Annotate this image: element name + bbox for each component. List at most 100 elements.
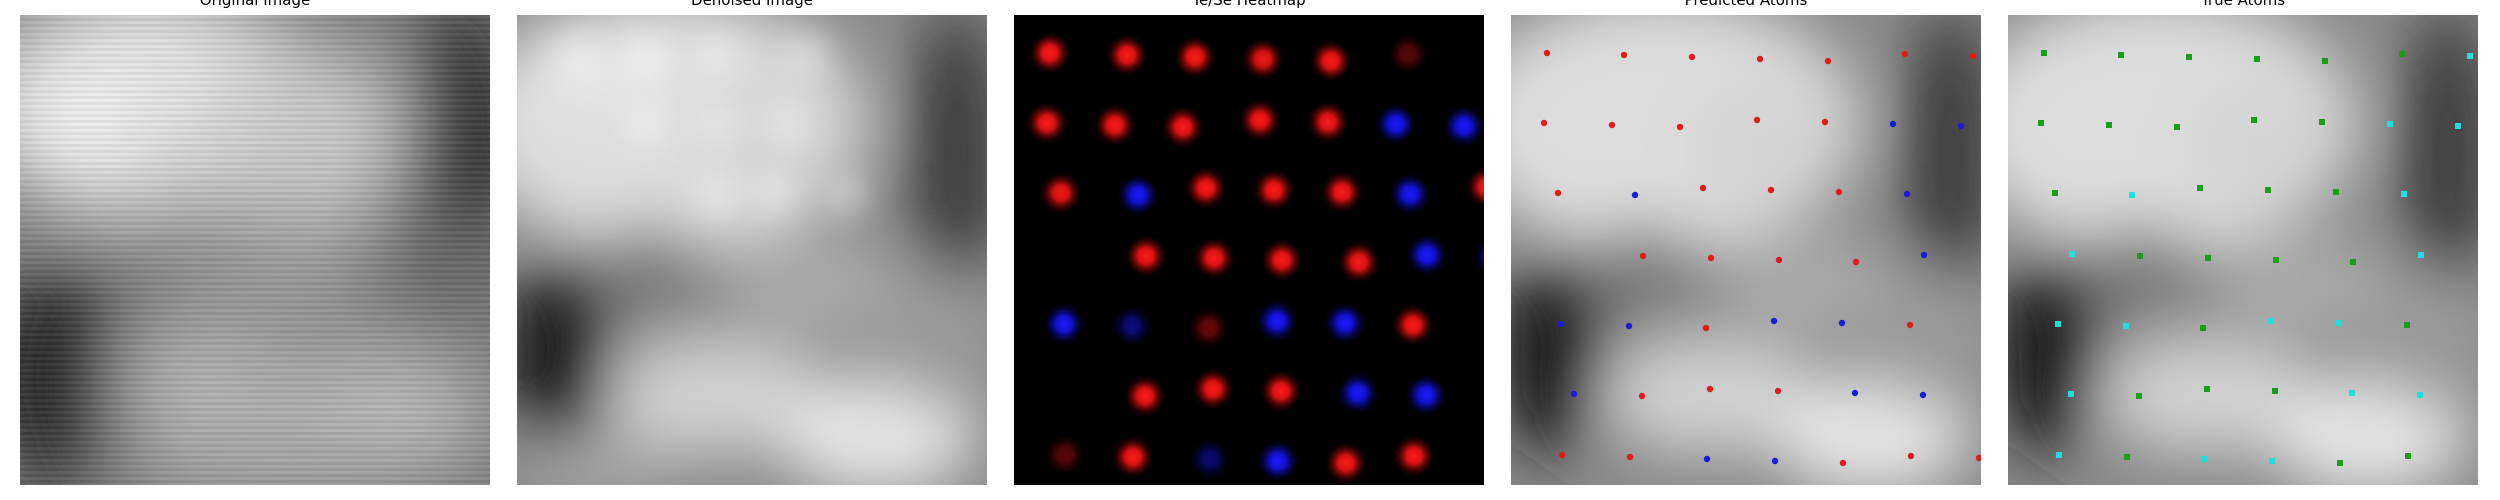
predicted-te-atom	[1907, 452, 1915, 460]
true-atom-green	[2205, 255, 2211, 261]
te-heat-spot	[1173, 35, 1217, 79]
te-heat-spot	[1309, 39, 1353, 83]
te-heat-spot	[1241, 37, 1285, 81]
predicted-te-atom	[1558, 451, 1566, 459]
predicted-atom-markers	[1540, 49, 1981, 467]
heatmap-image	[1014, 15, 1484, 485]
true-atom-cyan	[2268, 318, 2274, 324]
true-atom-cyan	[2336, 320, 2342, 326]
true-atom-cyan	[2056, 452, 2062, 458]
true-atom-green	[2254, 56, 2260, 62]
panel-title-predicted: Predicted Atoms	[1684, 0, 1808, 9]
true-atom-green	[2350, 259, 2356, 265]
predicted-se-atom	[1838, 319, 1846, 327]
predicted-te-atom	[1775, 256, 1783, 264]
true-atom-green	[2052, 190, 2058, 196]
se-heat-spot	[1442, 104, 1484, 148]
te-heat-spot	[1187, 306, 1231, 350]
te-heat-spot	[1252, 168, 1296, 212]
te-heat-spot	[1259, 369, 1303, 413]
true-atom-cyan	[2201, 456, 2207, 462]
true-atom-cyan	[2455, 123, 2461, 129]
predicted-te-atom	[1699, 184, 1707, 192]
true-atom-green	[2251, 117, 2257, 123]
te-heat-spot	[1192, 236, 1236, 280]
true-atom-green	[2265, 187, 2271, 193]
predicted-te-atom	[1901, 50, 1909, 58]
true-atom-green	[2322, 58, 2328, 64]
predicted-se-atom	[1920, 251, 1928, 259]
se-heat-spot	[1188, 437, 1232, 481]
true-atom-markers	[2038, 50, 2473, 466]
predicted-se-atom	[1919, 391, 1927, 399]
predicted-te-atom	[1702, 324, 1710, 332]
se-heat-spot	[1404, 373, 1448, 417]
true-atom-green	[2204, 386, 2210, 392]
se-heat-spot	[1116, 173, 1160, 217]
true-atom-cyan	[2401, 191, 2407, 197]
te-heat-spot	[1337, 240, 1381, 284]
predicted-te-atom	[1540, 119, 1548, 127]
predicted-te-atom	[1626, 453, 1634, 461]
predicted-te-atom	[1620, 51, 1628, 59]
true-atom-green	[2106, 122, 2112, 128]
te-heat-spot	[1306, 100, 1350, 144]
predicted-se-atom	[1570, 390, 1578, 398]
te-heat-spot	[1025, 101, 1069, 145]
true-atom-cyan	[2418, 252, 2424, 258]
te-heat-spot	[1392, 434, 1436, 478]
true-atom-cyan	[2417, 392, 2423, 398]
predicted-te-atom	[1608, 121, 1616, 129]
te-heat-spot	[1124, 234, 1168, 278]
predicted-te-atom	[1975, 454, 1981, 462]
panel-title-original: Original Image	[199, 0, 311, 9]
predicted-te-atom	[1756, 55, 1764, 63]
true-atom-cyan	[2129, 192, 2135, 198]
true-atom-cyan	[2467, 53, 2473, 59]
te-heat-spot	[1123, 374, 1167, 418]
se-heat-spot	[1255, 299, 1299, 343]
true-atom-green	[2319, 119, 2325, 125]
true-atom-green	[2174, 124, 2180, 130]
true-atom-cyan	[2123, 323, 2129, 329]
predicted-te-atom	[1753, 116, 1761, 124]
te-heat-spot	[1191, 367, 1235, 411]
predicted-te-atom	[1839, 459, 1847, 467]
true-atom-green	[2186, 54, 2192, 60]
predicted-te-atom	[1852, 258, 1860, 266]
predicted-se-atom	[1903, 190, 1911, 198]
heatmap-spots	[1025, 31, 1484, 485]
predicted-te-atom	[1767, 186, 1775, 194]
predicted-te-atom	[1774, 387, 1782, 395]
true-atom-green	[2041, 50, 2047, 56]
panel-title-denoised: Denoised Image	[691, 0, 813, 9]
te-heat-spot	[1386, 32, 1430, 76]
te-heat-spot	[1324, 441, 1368, 485]
true-atom-green	[2038, 120, 2044, 126]
predicted-te-atom	[1906, 321, 1914, 329]
te-heat-spot	[1039, 171, 1083, 215]
se-heat-spot	[1256, 439, 1300, 483]
se-heat-spot	[1042, 302, 1086, 346]
true-atom-green	[2333, 189, 2339, 195]
te-heat-spot	[1093, 103, 1137, 147]
te-heat-spot	[1105, 33, 1149, 77]
se-heat-spot	[1110, 304, 1154, 348]
predicted-te-atom	[1638, 392, 1646, 400]
true-atom-green	[2136, 393, 2142, 399]
te-heat-spot	[1465, 165, 1484, 209]
denoised-image	[517, 15, 987, 485]
predicted-te-atom	[1835, 188, 1843, 196]
true-atom-cyan	[2055, 321, 2061, 327]
true-atom-green	[2200, 325, 2206, 331]
true-atom-cyan	[2349, 390, 2355, 396]
se-heat-spot	[1336, 371, 1380, 415]
true-atom-cyan	[2068, 391, 2074, 397]
predicted-te-atom	[1639, 252, 1647, 260]
te-heat-spot	[1391, 303, 1435, 347]
true-atom-green	[2399, 51, 2405, 57]
original-image	[20, 15, 490, 485]
true-atoms-image	[2008, 15, 2478, 485]
te-heat-spot	[1028, 31, 1072, 75]
